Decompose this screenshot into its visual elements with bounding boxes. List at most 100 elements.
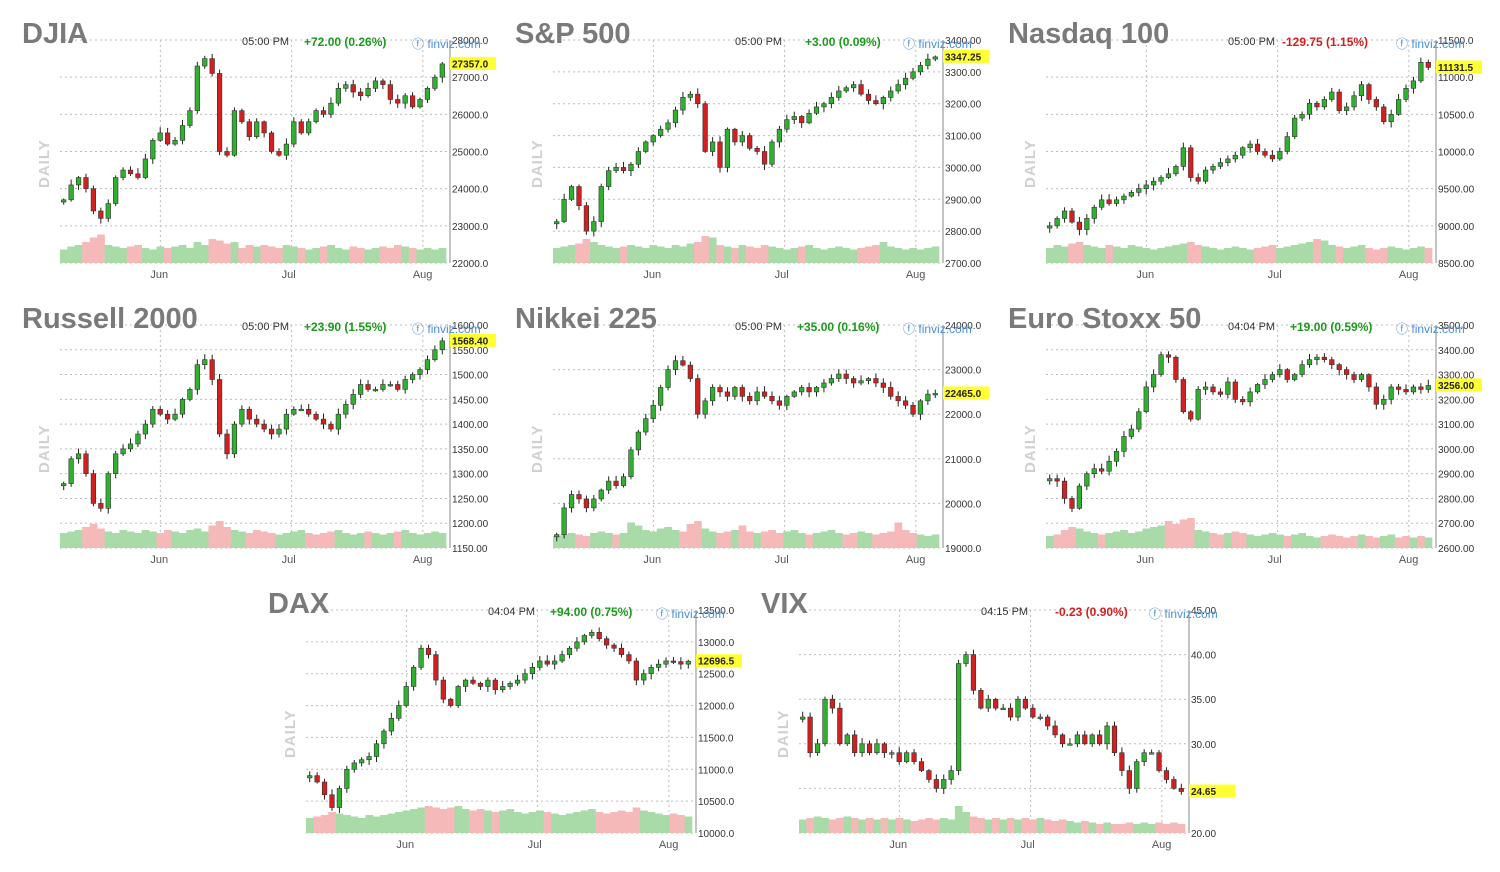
candle-body	[641, 673, 647, 681]
volume-bar	[1402, 249, 1411, 263]
y-tick-label: 2800.00	[1438, 494, 1475, 505]
volume-bar	[664, 527, 673, 548]
volume-bar	[416, 249, 425, 263]
chart-panel-russell-2000[interactable]: 1600.00 1550.00 1500.00 1450.00 1400.00 1350.…	[22, 303, 502, 578]
y-tick-label: 3200.00	[945, 100, 982, 111]
volume-bar	[634, 246, 643, 263]
candle-body	[643, 141, 649, 152]
candle-body	[1156, 752, 1162, 771]
y-tick-label: 10500.0	[1438, 110, 1475, 121]
volume-bar	[924, 248, 932, 263]
volume-bar	[1135, 531, 1143, 548]
candle-body	[358, 384, 364, 395]
candle-body	[754, 391, 760, 402]
candle-body	[276, 428, 282, 435]
candle-body	[1277, 369, 1283, 375]
candle-body	[618, 647, 625, 655]
current-price-box	[696, 654, 742, 668]
candle-body	[941, 779, 947, 789]
volume-bar	[275, 534, 283, 548]
chart-panel-djia[interactable]: 28000.0 27000.0 26000.0 25000.0 24000.0 23000…	[22, 18, 502, 293]
candle-body	[470, 679, 476, 684]
volume-bar	[984, 819, 993, 833]
candle-body	[283, 143, 290, 156]
candle-body	[291, 121, 297, 145]
candle-body	[261, 121, 267, 134]
chart-panel-sp500[interactable]: 3400.00 3300.00 3200.00 3100.00 3000.00 2900.…	[515, 18, 995, 293]
candle-body	[1128, 192, 1134, 197]
volume-bar	[1424, 248, 1433, 263]
chart-panel-euro-stoxx-50[interactable]: 3500.00 3400.00 3300.00 3200.00 3100.00 3000.…	[1008, 303, 1488, 578]
candle-body	[665, 369, 671, 388]
volume-bar	[1088, 822, 1097, 833]
volume-bar	[669, 813, 678, 833]
volume-bar	[588, 809, 596, 833]
finviz-watermark[interactable]: ⓕ finviz.com	[1149, 605, 1218, 622]
chart-svg: 45.0040.0035.0030.0025.0020.00JunJulAug2…	[799, 606, 1235, 851]
chart-panel-dax[interactable]: 13500.0 13000.0 12500.0 12000.0 11500.0 11000…	[268, 588, 748, 863]
volume-bar	[1043, 819, 1052, 833]
candle-body	[1395, 99, 1402, 115]
quote-time: 05:00 PM	[735, 321, 783, 333]
volume-bar	[379, 246, 387, 263]
y-tick-label: 1400.00	[452, 420, 489, 431]
candle-body	[113, 177, 119, 204]
finviz-watermark[interactable]: ⓕ finviz.com	[1396, 35, 1465, 52]
volume-bar	[775, 248, 784, 263]
volume-bar	[215, 521, 224, 548]
candle-body	[433, 654, 439, 681]
chart-svg: 13500.0 13000.0 12500.0 12000.0 11500.0 11000…	[306, 606, 742, 851]
volume-bar	[1021, 818, 1030, 833]
chart-panel-vix[interactable]: 45.0040.0035.0030.0025.0020.00JunJulAug2…	[761, 588, 1241, 863]
chart-panel-nikkei-225[interactable]: 24000.0 23000.0 22000.0 21000.0 20000.0 19000…	[515, 303, 995, 578]
finviz-watermark[interactable]: ⓕ finviz.com	[412, 320, 481, 337]
finviz-watermark[interactable]: ⓕ finviz.com	[412, 35, 481, 52]
daily-label: DAILY	[775, 709, 792, 758]
candle-body	[1128, 428, 1134, 437]
volume-bar	[783, 531, 791, 548]
candle-body	[1067, 743, 1073, 746]
change-value: +35.00 (0.16%)	[797, 320, 880, 334]
volume-bar	[97, 528, 105, 548]
candle-body	[1351, 95, 1357, 108]
candle-body	[246, 408, 252, 420]
candle-body	[1076, 221, 1083, 230]
candle-body	[933, 779, 939, 789]
finviz-logo-icon: ⓕ	[1149, 607, 1162, 621]
candle-body	[1321, 356, 1327, 360]
finviz-watermark[interactable]: ⓕ finviz.com	[1396, 320, 1465, 337]
candle-body	[1306, 102, 1313, 115]
volume-bar	[901, 530, 910, 548]
change-value: +23.90 (1.55%)	[304, 320, 387, 334]
candle-body	[747, 396, 753, 402]
candle-body	[776, 128, 783, 143]
volume-bar	[499, 810, 507, 833]
candle-body	[948, 770, 954, 780]
candle-body	[799, 116, 805, 124]
candle-body	[1262, 151, 1268, 156]
candle-body	[216, 73, 223, 152]
candle-body	[851, 378, 857, 384]
finviz-watermark[interactable]: ⓕ finviz.com	[903, 320, 972, 337]
candle-body	[165, 132, 171, 145]
candle-body	[1163, 770, 1170, 780]
candle-body	[589, 631, 595, 636]
y-tick-label: 1500.00	[452, 371, 489, 382]
candle-body	[813, 387, 820, 393]
finviz-watermark[interactable]: ⓕ finviz.com	[656, 605, 725, 622]
y-tick-label: 22000.0	[945, 410, 982, 421]
chart-panel-nasdaq-100[interactable]: 11500.0 11000.0 10500.0 10000.0 9500.00 9000.…	[1008, 18, 1488, 293]
volume-bar	[447, 807, 455, 833]
volume-bar	[380, 815, 388, 833]
finviz-watermark[interactable]: ⓕ finviz.com	[903, 35, 972, 52]
index-title: Euro Stoxx 50	[1008, 303, 1202, 335]
volume-bar	[408, 248, 417, 263]
volume-bar	[104, 531, 113, 548]
candle-body	[409, 374, 416, 380]
candle-body	[1210, 386, 1216, 393]
volume-bar	[1246, 249, 1255, 263]
volume-bar	[387, 813, 396, 833]
candle-body	[439, 63, 445, 78]
volume-bar	[1172, 245, 1180, 263]
candle-body	[1143, 184, 1149, 189]
